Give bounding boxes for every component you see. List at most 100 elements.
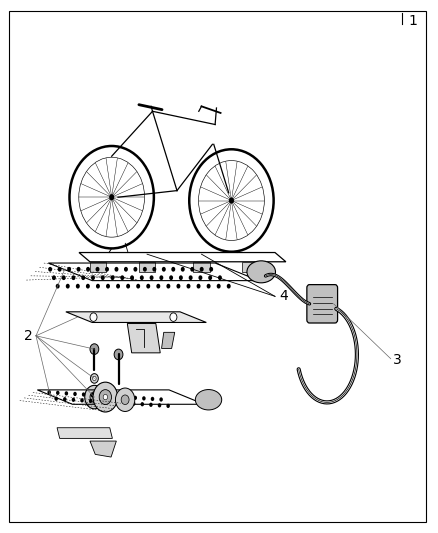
Circle shape <box>126 284 130 288</box>
Circle shape <box>217 276 222 280</box>
Circle shape <box>124 267 127 272</box>
Circle shape <box>81 392 85 397</box>
Circle shape <box>159 398 162 402</box>
Circle shape <box>140 402 144 406</box>
Polygon shape <box>127 324 160 353</box>
Circle shape <box>71 276 75 280</box>
Circle shape <box>76 284 80 288</box>
Circle shape <box>86 267 90 272</box>
Polygon shape <box>161 333 174 349</box>
Circle shape <box>96 284 100 288</box>
Circle shape <box>132 401 135 406</box>
Circle shape <box>85 385 104 409</box>
Circle shape <box>95 267 99 272</box>
Circle shape <box>116 394 120 399</box>
Circle shape <box>133 267 137 272</box>
Circle shape <box>66 284 70 288</box>
Circle shape <box>142 396 145 400</box>
Bar <box>90 262 106 272</box>
Circle shape <box>57 267 61 272</box>
Circle shape <box>169 276 173 280</box>
Circle shape <box>196 284 200 288</box>
Circle shape <box>116 284 120 288</box>
Circle shape <box>91 276 95 280</box>
Circle shape <box>48 267 52 272</box>
FancyBboxPatch shape <box>306 285 337 323</box>
Circle shape <box>56 284 60 288</box>
Polygon shape <box>66 312 206 322</box>
Ellipse shape <box>195 390 221 410</box>
Circle shape <box>120 276 124 280</box>
Circle shape <box>149 276 153 280</box>
Circle shape <box>130 276 134 280</box>
Circle shape <box>157 403 161 407</box>
Circle shape <box>86 284 90 288</box>
Circle shape <box>121 395 129 405</box>
Circle shape <box>226 284 230 288</box>
Circle shape <box>92 395 96 399</box>
Circle shape <box>149 402 152 407</box>
Circle shape <box>101 276 105 280</box>
Circle shape <box>228 197 233 204</box>
Circle shape <box>216 284 220 288</box>
Circle shape <box>97 399 101 403</box>
Circle shape <box>73 392 77 396</box>
Circle shape <box>81 276 85 280</box>
Circle shape <box>150 397 154 401</box>
Text: 3: 3 <box>392 353 401 367</box>
Polygon shape <box>90 441 116 457</box>
Circle shape <box>170 313 177 321</box>
Circle shape <box>140 276 144 280</box>
Circle shape <box>199 267 203 272</box>
Ellipse shape <box>246 261 275 283</box>
Circle shape <box>208 276 212 280</box>
Circle shape <box>114 400 118 405</box>
Circle shape <box>77 267 81 272</box>
Circle shape <box>106 400 110 404</box>
Circle shape <box>156 284 160 288</box>
Circle shape <box>90 344 99 354</box>
Circle shape <box>171 267 175 272</box>
Circle shape <box>54 397 58 401</box>
Circle shape <box>47 390 51 394</box>
Circle shape <box>71 398 75 402</box>
Circle shape <box>198 276 202 280</box>
Circle shape <box>110 276 114 280</box>
Circle shape <box>125 395 128 399</box>
Circle shape <box>166 404 170 408</box>
Circle shape <box>166 284 170 288</box>
Bar <box>242 262 258 272</box>
Circle shape <box>88 399 92 403</box>
Circle shape <box>90 393 94 397</box>
Circle shape <box>107 394 111 398</box>
Text: 2: 2 <box>24 329 33 343</box>
Circle shape <box>142 267 146 272</box>
Circle shape <box>109 194 114 200</box>
Circle shape <box>56 391 60 395</box>
Circle shape <box>206 284 210 288</box>
Circle shape <box>179 276 183 280</box>
Circle shape <box>186 284 190 288</box>
Circle shape <box>62 276 66 280</box>
Circle shape <box>115 388 134 411</box>
Text: 4: 4 <box>279 289 287 303</box>
Circle shape <box>208 267 213 272</box>
Circle shape <box>63 397 67 401</box>
Circle shape <box>92 376 96 381</box>
Circle shape <box>90 392 99 402</box>
Circle shape <box>176 284 180 288</box>
Text: 1: 1 <box>407 14 416 28</box>
Circle shape <box>90 313 97 321</box>
Circle shape <box>114 349 123 360</box>
Circle shape <box>80 398 84 402</box>
Circle shape <box>123 401 127 405</box>
Circle shape <box>152 267 156 272</box>
Circle shape <box>159 276 163 280</box>
Circle shape <box>162 267 166 272</box>
Circle shape <box>99 390 111 405</box>
Circle shape <box>106 284 110 288</box>
Circle shape <box>180 267 184 272</box>
Circle shape <box>136 284 140 288</box>
Circle shape <box>93 382 117 412</box>
Polygon shape <box>57 427 112 438</box>
